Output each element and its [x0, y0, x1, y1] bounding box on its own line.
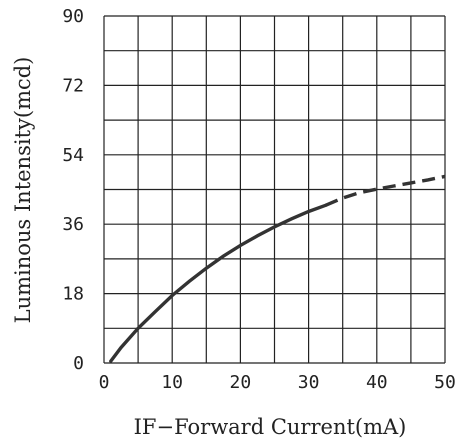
y-tick-label: 18	[62, 284, 84, 305]
x-axis-label: IF−Forward Current(mA)	[134, 415, 407, 439]
y-axis-ticks: 0 18 36 54 72 90	[62, 6, 84, 374]
x-tick-label: 40	[366, 372, 388, 393]
x-axis-ticks: 0 10 20 30 40 50	[99, 372, 456, 393]
series-line-solid	[109, 203, 328, 363]
x-tick-label: 20	[230, 372, 252, 393]
x-tick-label: 10	[161, 372, 183, 393]
series-line-dashed	[324, 174, 446, 207]
chart-grid	[103, 15, 446, 364]
y-axis-label: Luminous Intensity(mcd)	[11, 57, 35, 324]
x-tick-label: 30	[298, 372, 320, 393]
y-tick-label: 72	[62, 75, 84, 96]
y-tick-label: 0	[73, 353, 84, 374]
chart-series	[109, 174, 446, 363]
x-tick-label: 0	[99, 372, 110, 393]
y-tick-label: 90	[62, 6, 84, 27]
x-tick-label: 50	[434, 372, 456, 393]
y-tick-label: 36	[62, 214, 84, 235]
y-tick-label: 54	[62, 145, 84, 166]
